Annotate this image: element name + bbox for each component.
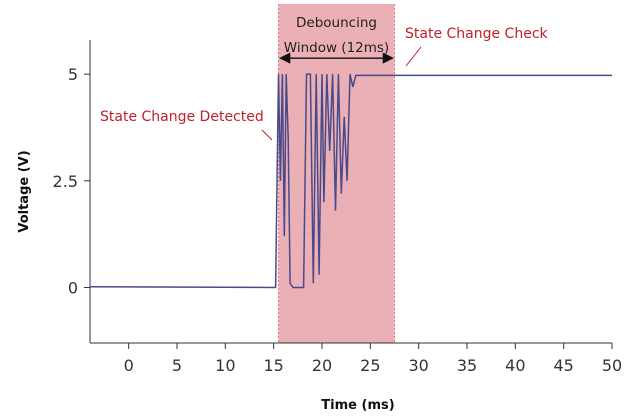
axes: 0 5 10 15 20 25 30 35 40 45 50 0 2.5 5 (53, 40, 622, 375)
x-tick-label: 40 (505, 356, 525, 375)
x-tick-label: 20 (312, 356, 332, 375)
x-tick-label: 10 (215, 356, 235, 375)
x-tick-label: 5 (172, 356, 182, 375)
y-tick-label: 2.5 (53, 172, 78, 191)
y-axis-title: Voltage (V) (17, 150, 32, 232)
x-tick-label: 30 (408, 356, 428, 375)
window-label-line1: Debouncing (296, 15, 377, 31)
x-tick-label: 45 (553, 356, 573, 375)
x-tick-label: 25 (360, 356, 380, 375)
window-label-line2: Window (12ms) (284, 40, 389, 56)
y-tick-label: 5 (68, 65, 78, 84)
state-change-detected-label: State Change Detected (100, 109, 264, 125)
x-tick-label: 35 (457, 356, 477, 375)
x-tick-label: 15 (263, 356, 283, 375)
voltage-series-line (89, 73, 612, 289)
state-change-detected-pointer (261, 129, 273, 141)
series-layer (89, 73, 612, 289)
state-change-check-pointer (405, 46, 422, 67)
x-axis-title: Time (ms) (321, 398, 394, 413)
state-change-check-label: State Change Check (405, 26, 549, 42)
x-tick-label: 0 (124, 356, 134, 375)
y-tick-label: 0 (68, 279, 78, 298)
x-tick-label: 50 (602, 356, 622, 375)
